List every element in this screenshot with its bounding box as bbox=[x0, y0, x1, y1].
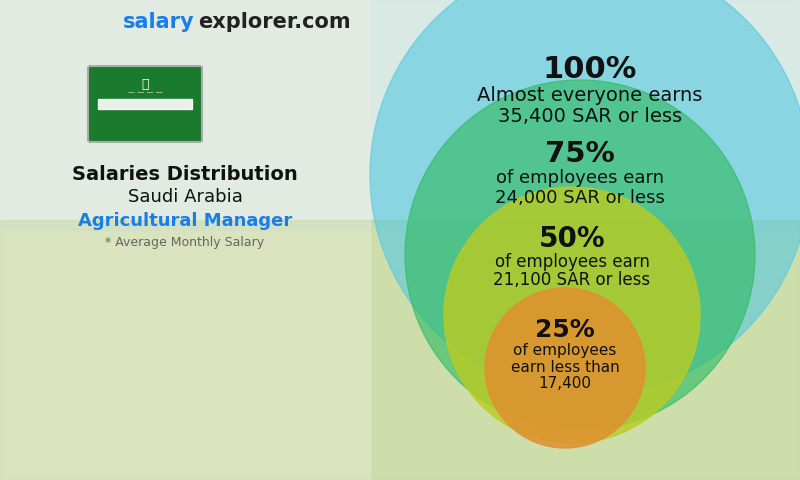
Text: 17,400: 17,400 bbox=[538, 376, 591, 391]
FancyBboxPatch shape bbox=[88, 66, 202, 142]
Text: 75%: 75% bbox=[545, 140, 615, 168]
Text: Salaries Distribution: Salaries Distribution bbox=[72, 165, 298, 184]
Bar bbox=[98, 99, 192, 109]
Circle shape bbox=[444, 187, 700, 443]
Text: 24,000 SAR or less: 24,000 SAR or less bbox=[495, 189, 665, 207]
Text: 100%: 100% bbox=[543, 55, 637, 84]
Circle shape bbox=[405, 80, 755, 430]
Text: ﷽: ﷽ bbox=[142, 77, 149, 91]
Text: Agricultural Manager: Agricultural Manager bbox=[78, 212, 292, 230]
Bar bbox=[0, 220, 800, 480]
Text: 21,100 SAR or less: 21,100 SAR or less bbox=[494, 271, 650, 289]
Text: Saudi Arabia: Saudi Arabia bbox=[127, 188, 242, 206]
Text: 35,400 SAR or less: 35,400 SAR or less bbox=[498, 107, 682, 126]
Bar bbox=[0, 0, 370, 480]
Text: Almost everyone earns: Almost everyone earns bbox=[478, 86, 702, 105]
Text: of employees earn: of employees earn bbox=[494, 253, 650, 271]
Text: * Average Monthly Salary: * Average Monthly Salary bbox=[106, 236, 265, 249]
Text: 50%: 50% bbox=[538, 225, 606, 253]
Text: of employees earn: of employees earn bbox=[496, 169, 664, 187]
Text: earn less than: earn less than bbox=[510, 360, 619, 375]
Circle shape bbox=[370, 0, 800, 395]
Text: 25%: 25% bbox=[535, 318, 595, 342]
Text: — — — —: — — — — bbox=[128, 89, 162, 95]
Text: explorer.com: explorer.com bbox=[198, 12, 350, 32]
Bar bbox=[0, 0, 800, 230]
Text: salary: salary bbox=[123, 12, 195, 32]
Circle shape bbox=[485, 288, 645, 448]
Text: of employees: of employees bbox=[514, 343, 617, 358]
